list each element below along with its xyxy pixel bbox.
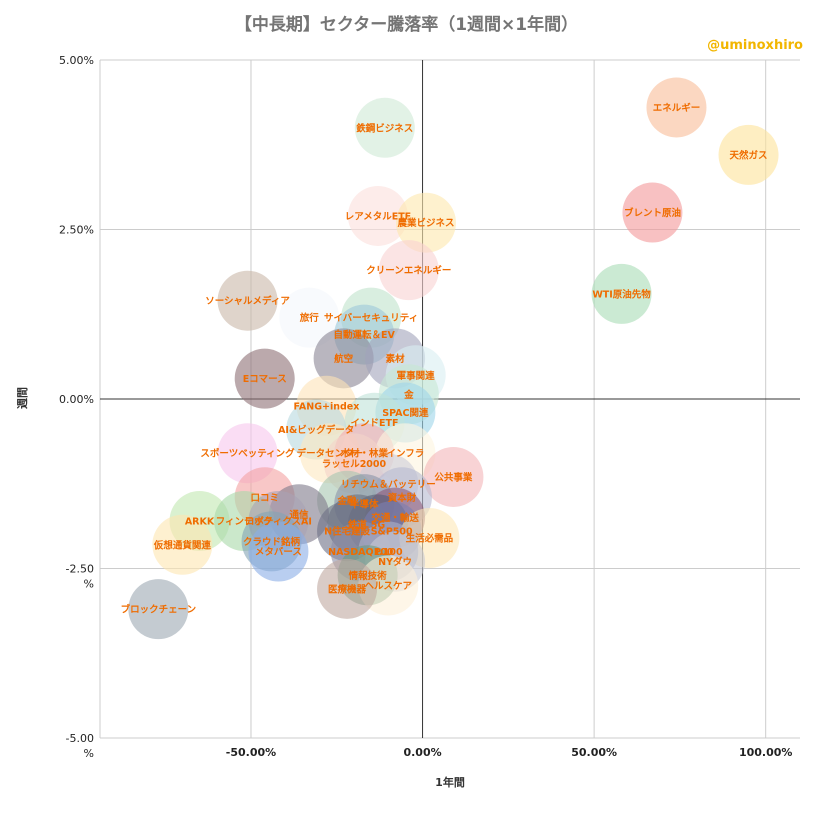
bubble-label: 公共事業: [434, 471, 473, 483]
bubble-label: 自動運転＆EV: [334, 329, 396, 341]
bubble-label: 5G: [371, 520, 386, 531]
bubble-label: WTI原油先物: [592, 288, 651, 300]
bubble-label: レアメタルETF: [345, 210, 411, 222]
y-tick-label: 5.00%: [59, 54, 94, 67]
bubble-label: クリーンエネルギー: [366, 265, 451, 277]
bubble-label: 資本財: [388, 492, 417, 504]
bubble-point[interactable]: [354, 97, 415, 158]
bubble-label: ARKK: [185, 517, 215, 528]
bubble-label: 旅行: [300, 312, 320, 324]
bubble-point[interactable]: [622, 182, 683, 243]
y-tick-label: 2.50%: [59, 224, 94, 237]
bubble-label: ヘルスケア: [364, 581, 412, 592]
bubble-point[interactable]: [395, 192, 456, 253]
bubble-point[interactable]: [378, 240, 439, 301]
bubble-label: 情報技術: [348, 570, 388, 582]
bubble-label: NYダウ: [378, 556, 412, 568]
bubble-label: 仮想通貨関連: [153, 539, 212, 551]
bubble-label: N住宅建設: [324, 526, 370, 538]
bubble-point[interactable]: [317, 558, 378, 619]
bubble-label: クラウド銘柄: [243, 536, 301, 548]
bubble-label: ブレント原油: [624, 207, 681, 219]
chart-title: 【中長期】セクター騰落率（1週間×1年間）: [234, 15, 579, 35]
bubble-label: NASDAQ100: [328, 547, 394, 558]
bubble-layer: [128, 77, 779, 640]
bubble-label: メタバース: [255, 546, 302, 558]
bubble-label: 軍事関連: [397, 370, 436, 382]
bubble-label: データセンター: [297, 448, 364, 460]
bubble-label: インフラ: [387, 449, 425, 460]
bubble-point[interactable]: [152, 514, 213, 575]
bubble-label: P.100: [374, 547, 403, 558]
bubble-label: エネルギー: [653, 102, 701, 114]
x-axis-label: 1年間: [435, 776, 465, 789]
bubble-label: 医療機器: [328, 583, 367, 595]
bubble-label: リチウム＆バッテリー: [341, 478, 436, 490]
bubble-label: 素材: [385, 353, 406, 365]
credit-label: @uminoxhiro: [707, 38, 803, 53]
y-tick-label: -2.50%: [66, 563, 94, 591]
y-tick-label: -5.00%: [66, 732, 94, 760]
bubble-label: サイバーセキュリティ: [324, 312, 418, 324]
zero-axes: [100, 60, 800, 738]
bubble-label: 交通・輸送: [371, 512, 419, 524]
bubble-label: 半導体: [350, 499, 379, 511]
bubble-label: 鉄鋼ビジネス: [356, 122, 413, 134]
bubble-point[interactable]: [128, 579, 189, 640]
bubble-point[interactable]: [646, 77, 707, 138]
bubble-label: 天然ガス: [730, 149, 768, 161]
bubble-label: 金融: [337, 495, 358, 507]
bubble-label: 木材・林業: [339, 448, 388, 460]
y-axis-label: 週間: [16, 387, 29, 409]
bubble-label: Eコマース: [243, 374, 287, 385]
bubble-label: ロボティクスAI: [245, 516, 312, 528]
bubble-label: 農業ビジネス: [397, 217, 454, 229]
x-tick-label: -50.00%: [226, 746, 276, 759]
bubble-label: スポーツベッティング: [200, 448, 295, 460]
bubble-point[interactable]: [591, 263, 652, 324]
bubble-label: 航空: [334, 353, 354, 365]
bubble-label: S&P500: [371, 527, 413, 538]
bubble-point[interactable]: [279, 287, 340, 348]
bubble-point[interactable]: [234, 348, 295, 409]
bubble-label: AI&ビッグデータ: [278, 424, 354, 436]
bubble-label: 通信: [290, 509, 310, 521]
bubble-label: 生活必需品: [406, 532, 454, 544]
bubble-label: SPAC関連: [382, 407, 429, 419]
bubble-point[interactable]: [248, 521, 309, 582]
bubble-label: インドETF: [351, 418, 399, 429]
tick-layer: 5.00% 2.50% 0.00% -2.50 % -5.00% -50.00% 0.00% 5…: [59, 54, 792, 760]
y-tick-label: 0.00%: [59, 393, 94, 406]
bubble-label: ブロックチェーン: [121, 604, 197, 616]
x-tick-label: 0.00%: [403, 746, 441, 759]
bubble-label: フィンテック: [216, 517, 273, 528]
bubble-label: 口コミ: [250, 493, 279, 504]
bubble-label: 鉄道: [348, 519, 368, 531]
bubble-point[interactable]: [718, 124, 779, 185]
bubble-label: ラッセル2000: [322, 459, 387, 470]
x-tick-label: 50.00%: [571, 746, 617, 759]
x-tick-label: 100.00%: [739, 746, 792, 759]
bubble-label: FANG+index: [294, 401, 360, 412]
bubble-point[interactable]: [347, 185, 408, 246]
bubble-point[interactable]: [313, 328, 374, 389]
bubble-label: 金: [403, 389, 414, 401]
bubble-point[interactable]: [423, 446, 484, 507]
bubble-point[interactable]: [217, 270, 278, 331]
bubble-label: ソーシャルメディア: [205, 295, 290, 307]
